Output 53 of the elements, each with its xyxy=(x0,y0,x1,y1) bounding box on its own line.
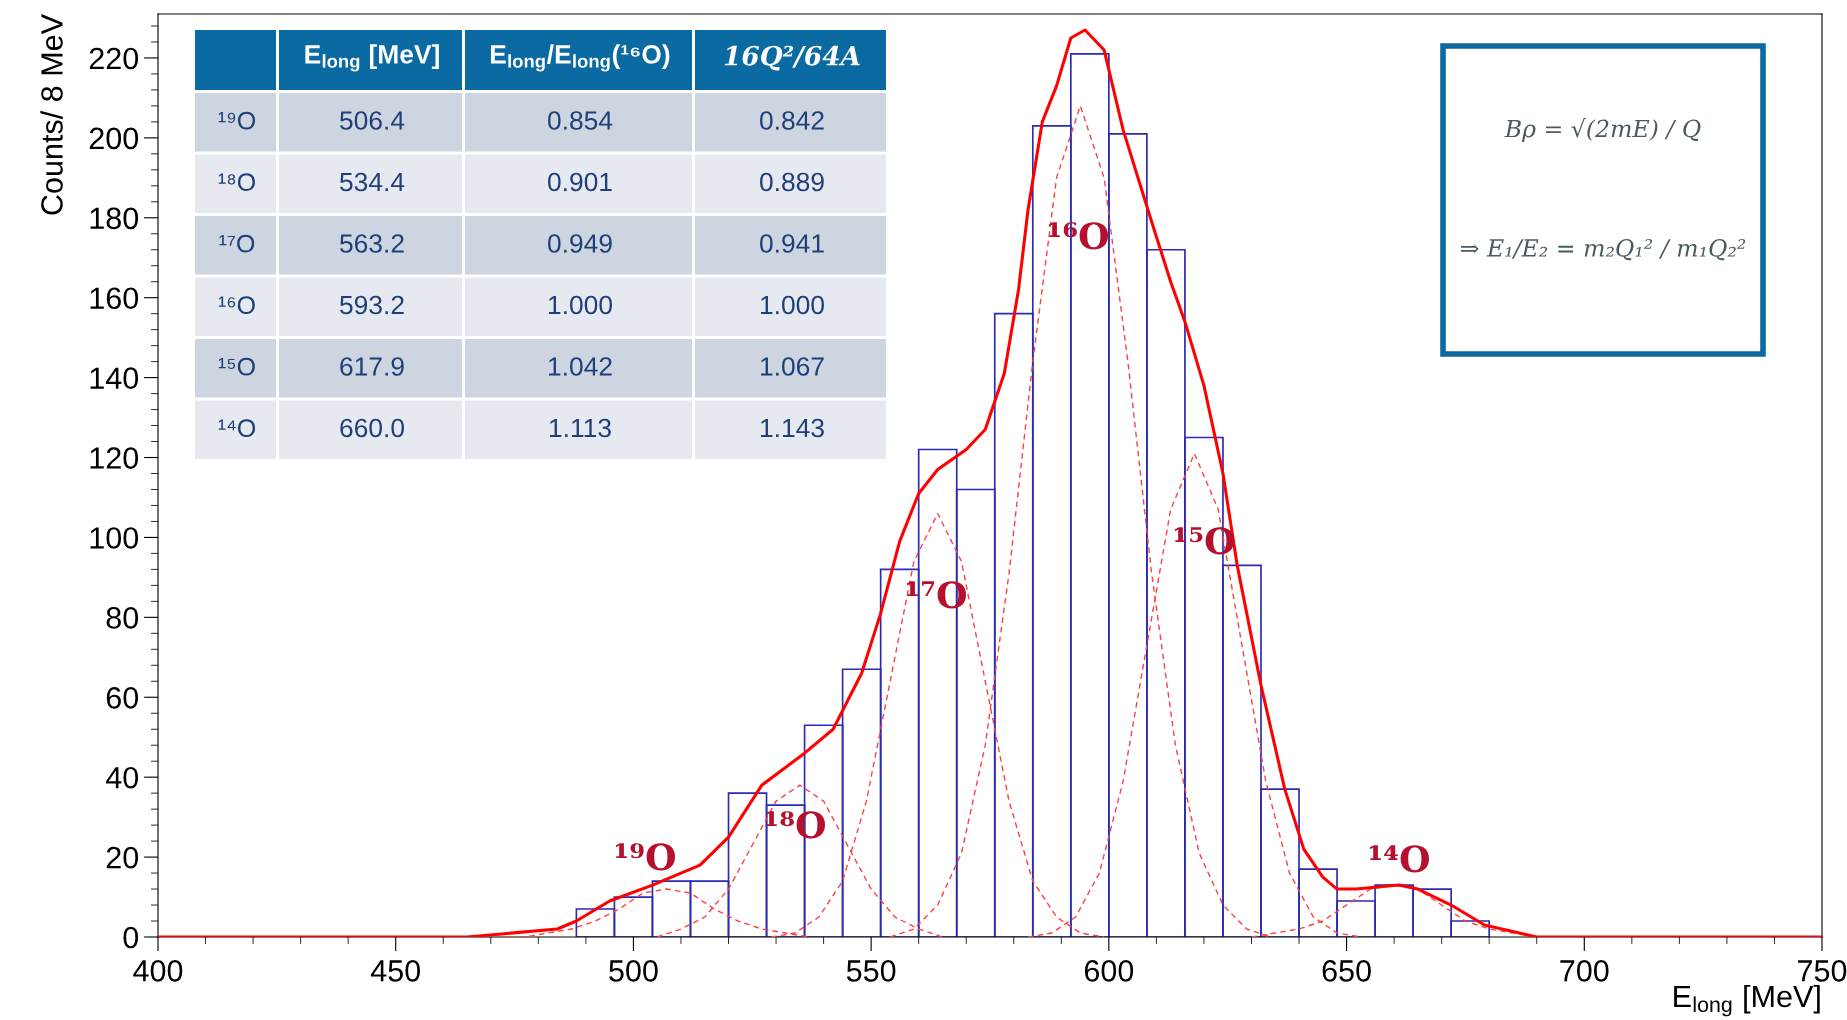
annotation: E$_{long}$/E$_{long}$(¹⁶O) xyxy=(490,44,670,72)
annotation: ¹⁷O xyxy=(219,234,255,253)
annotation: ¹⁹O xyxy=(218,111,256,130)
annotation: 0.889 xyxy=(760,172,824,192)
annotation: 0.941 xyxy=(760,234,824,253)
annotation: E$_{long}$ [MeV] xyxy=(305,44,439,72)
annotation: 1.067 xyxy=(761,357,824,376)
y-tick-label: 100 xyxy=(90,527,139,549)
annotation: ¹⁴O xyxy=(1369,845,1429,873)
annotation: 0.842 xyxy=(760,111,824,130)
annotation: 1.042 xyxy=(549,357,612,376)
annotation: 1.000 xyxy=(761,295,824,315)
annotation: 1.143 xyxy=(761,418,824,438)
annotation: ¹⁴O xyxy=(218,419,256,437)
y-tick-label: 220 xyxy=(89,47,139,70)
annotation: 1.000 xyxy=(549,295,612,315)
x-tick-label: 550 xyxy=(846,960,896,982)
annotation: 0.949 xyxy=(548,234,612,253)
x-tick-label: 500 xyxy=(609,960,658,982)
x-tick-label: 650 xyxy=(1322,960,1371,982)
annotation: 16Q²/64A xyxy=(724,45,860,71)
annotation: 0.901 xyxy=(548,172,612,192)
y-tick-label: 140 xyxy=(90,367,139,389)
y-tick-label: 40 xyxy=(105,766,139,789)
annotation: 506.4 xyxy=(340,111,405,130)
annotation: ¹⁶O xyxy=(218,296,255,314)
annotation: 563.2 xyxy=(340,234,404,253)
y-tick-label: 180 xyxy=(90,207,139,230)
annotation: Bρ = √(2mE) / Q xyxy=(1504,117,1701,143)
y-tick-label: 20 xyxy=(106,846,139,869)
annotation: 660.0 xyxy=(340,418,404,438)
y-tick-label: 160 xyxy=(90,287,139,310)
y-tick-label: 0 xyxy=(123,926,139,949)
y-tick-label: 120 xyxy=(90,447,139,469)
annotation: 534.4 xyxy=(340,172,405,192)
annotation: ¹⁹O xyxy=(615,843,675,871)
y-tick-label: 80 xyxy=(106,607,139,629)
y-tick-label: 60 xyxy=(106,686,139,709)
x-tick-label: 600 xyxy=(1084,960,1134,982)
x-tick-label: 700 xyxy=(1560,960,1609,982)
annotation: ¹⁸O xyxy=(218,173,255,191)
annotation: 1.113 xyxy=(549,418,611,438)
annotation: ¹⁵O xyxy=(218,357,255,376)
y-axis-title: Counts/ 8 MeV xyxy=(40,14,63,215)
y-tick-label: 200 xyxy=(89,127,139,150)
annotation: 0.854 xyxy=(548,111,613,130)
annotation: 593.2 xyxy=(340,295,404,315)
x-tick-label: 750 xyxy=(1798,960,1847,982)
annotation: ⇒ E₁/E₂ = m₂Q₁² / m₁Q₂² xyxy=(1461,238,1746,261)
x-axis-title: E$_{long}$ [MeV] xyxy=(1674,984,1820,1017)
x-tick-label: 450 xyxy=(370,960,421,982)
annotation: 617.9 xyxy=(340,357,404,376)
x-tick-label: 400 xyxy=(133,960,183,982)
